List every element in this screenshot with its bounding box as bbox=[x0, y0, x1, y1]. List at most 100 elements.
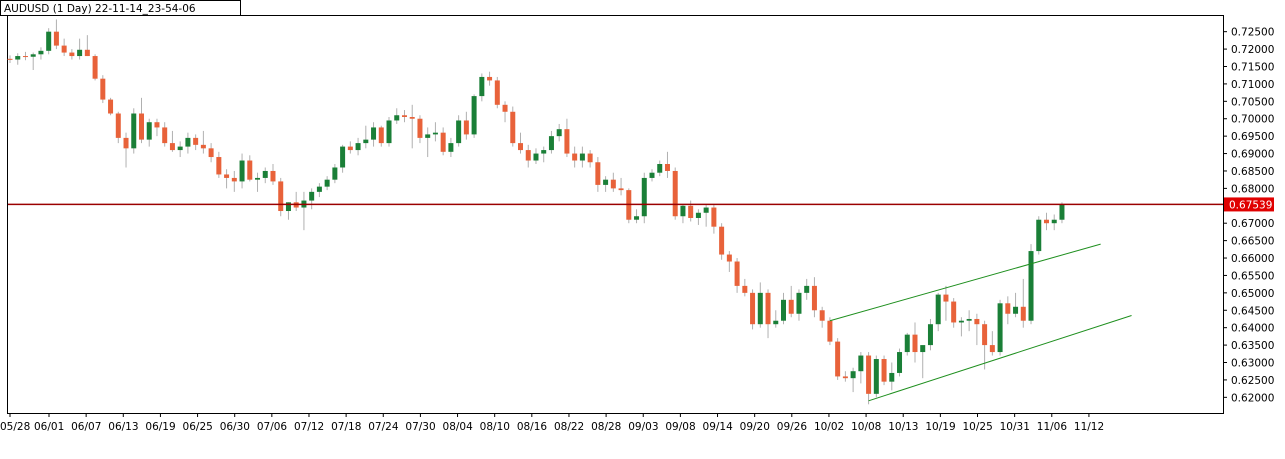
candle bbox=[77, 38, 83, 60]
bull-candle-body bbox=[46, 31, 52, 51]
candle bbox=[162, 122, 168, 147]
candle bbox=[216, 151, 222, 178]
candle bbox=[138, 97, 144, 144]
candle bbox=[53, 19, 59, 50]
candle bbox=[278, 177, 284, 217]
bear-candle-body bbox=[827, 320, 833, 342]
bull-candle-body bbox=[1036, 219, 1042, 252]
candle bbox=[108, 97, 114, 116]
bull-candle-body bbox=[285, 202, 291, 212]
y-tick-label: 0.64000 bbox=[1231, 323, 1274, 335]
bear-candle-body bbox=[502, 104, 508, 112]
bear-candle-body bbox=[518, 143, 524, 151]
bear-candle-body bbox=[510, 111, 516, 144]
candle bbox=[657, 160, 663, 177]
x-tick-label: 07/18 bbox=[331, 421, 361, 433]
bull-candle-body bbox=[897, 352, 903, 373]
x-tick-label: 08/22 bbox=[554, 421, 584, 433]
candle bbox=[796, 289, 802, 321]
bull-candle-body bbox=[448, 143, 454, 152]
bull-candle-body bbox=[680, 205, 686, 217]
candle bbox=[1020, 278, 1026, 328]
x-tick-label: 08/16 bbox=[517, 421, 548, 433]
bull-candle-body bbox=[997, 303, 1003, 353]
x-tick-label: 08/28 bbox=[591, 421, 621, 433]
candle bbox=[935, 292, 941, 332]
x-tick-label: 06/01 bbox=[34, 421, 64, 433]
bull-candle-body bbox=[340, 146, 346, 168]
candle bbox=[703, 204, 709, 227]
bull-candle-body bbox=[649, 172, 655, 178]
bear-candle-body bbox=[463, 120, 469, 135]
price-tag-label: 0.67539 bbox=[1229, 199, 1272, 211]
candle bbox=[270, 164, 276, 185]
x-tick-label: 09/20 bbox=[740, 421, 770, 433]
candle bbox=[788, 285, 794, 318]
bull-candle-body bbox=[541, 150, 547, 154]
bear-candle-body bbox=[819, 310, 825, 321]
bear-candle-body bbox=[115, 113, 121, 138]
candle bbox=[177, 141, 183, 158]
bull-candle-body bbox=[850, 371, 856, 379]
price-tag bbox=[1224, 197, 1274, 212]
bear-candle-body bbox=[726, 254, 732, 262]
bear-candle-body bbox=[138, 113, 144, 140]
bull-candle-body bbox=[927, 324, 933, 346]
bear-candle-body bbox=[61, 45, 67, 53]
bull-candle-body bbox=[425, 134, 431, 138]
bear-candle-body bbox=[409, 116, 415, 119]
candle bbox=[835, 338, 841, 380]
candle bbox=[61, 38, 67, 57]
bull-candle-body bbox=[309, 191, 315, 201]
bear-candle-body bbox=[688, 205, 694, 218]
bear-candle-body bbox=[208, 148, 214, 158]
bull-candle-body bbox=[324, 179, 330, 187]
bull-candle-body bbox=[904, 334, 910, 353]
bull-candle-body bbox=[471, 96, 477, 135]
bear-candle-body bbox=[664, 164, 670, 171]
candle bbox=[30, 52, 36, 70]
bull-candle-body bbox=[185, 137, 191, 147]
bull-candle-body bbox=[858, 355, 864, 372]
candle bbox=[556, 123, 562, 142]
x-tick-label: 07/24 bbox=[368, 421, 399, 433]
x-tick-label: 06/07 bbox=[71, 421, 101, 433]
bear-candle-body bbox=[881, 359, 887, 382]
bear-candle-body bbox=[587, 153, 593, 163]
y-tick-label: 0.72000 bbox=[1231, 44, 1274, 56]
candle bbox=[634, 209, 640, 224]
candle bbox=[680, 204, 686, 224]
bear-candle-body bbox=[951, 301, 957, 323]
bear-candle-body bbox=[719, 226, 725, 255]
candle bbox=[332, 164, 338, 184]
y-tick-label: 0.67000 bbox=[1231, 218, 1274, 230]
candle bbox=[572, 146, 578, 168]
bear-candle-body bbox=[974, 318, 980, 325]
x-tick-label: 10/08 bbox=[851, 421, 881, 433]
candle bbox=[719, 223, 725, 260]
candle bbox=[518, 132, 524, 154]
y-tick-label: 0.65000 bbox=[1231, 288, 1274, 300]
candle bbox=[989, 331, 995, 356]
bull-candle-body bbox=[579, 153, 585, 161]
y-tick-label: 0.69500 bbox=[1231, 131, 1274, 143]
candle bbox=[262, 167, 268, 184]
candle bbox=[69, 49, 75, 60]
bull-candle-body bbox=[548, 136, 554, 151]
candle bbox=[672, 167, 678, 220]
candle bbox=[409, 104, 415, 149]
x-tick-label: 06/30 bbox=[220, 421, 250, 433]
candle bbox=[239, 153, 245, 189]
candle bbox=[618, 177, 624, 196]
candle bbox=[889, 362, 895, 391]
candle bbox=[982, 320, 988, 370]
bear-candle-body bbox=[912, 334, 918, 353]
bull-candle-body bbox=[657, 164, 663, 173]
bull-candle-body bbox=[889, 372, 895, 382]
bear-candle-body bbox=[842, 376, 848, 379]
candle bbox=[920, 345, 926, 379]
bull-candle-body bbox=[873, 359, 879, 394]
bear-candle-body bbox=[231, 177, 237, 182]
